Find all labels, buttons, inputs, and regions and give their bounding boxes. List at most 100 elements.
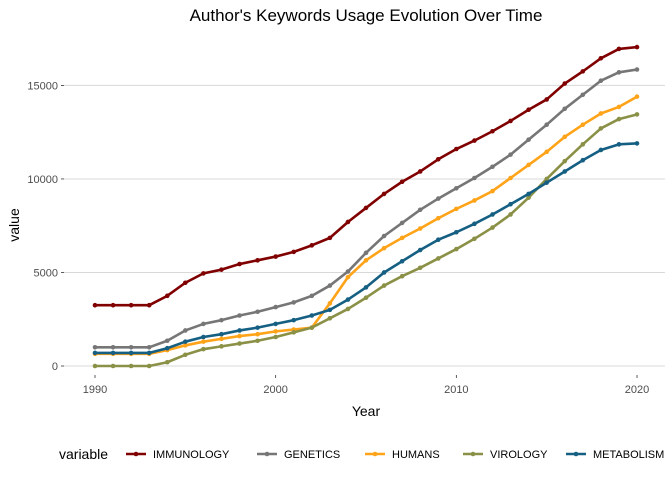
- data-point: [580, 92, 586, 98]
- data-point: [634, 141, 640, 146]
- legend-item-virology: VIROLOGY: [463, 449, 548, 461]
- series-line: [93, 95, 639, 356]
- data-point: [219, 344, 224, 349]
- data-point: [255, 338, 260, 344]
- data-point: [399, 179, 405, 185]
- x-tick-label: 1990: [83, 384, 107, 396]
- data-point: [110, 302, 116, 308]
- data-point: [327, 301, 333, 306]
- data-point: [183, 343, 188, 348]
- data-point: [183, 328, 188, 333]
- data-point: [128, 363, 134, 369]
- data-point: [219, 267, 224, 272]
- data-point: [435, 196, 441, 201]
- x-axis-ticks: 1990 2000 2010 2020: [83, 375, 649, 396]
- data-point: [616, 104, 622, 110]
- data-point: [345, 297, 351, 302]
- data-point: [164, 338, 170, 344]
- data-point: [219, 331, 224, 337]
- data-point: [508, 118, 513, 124]
- data-point: [454, 229, 459, 235]
- data-point: [219, 336, 224, 342]
- data-point: [508, 152, 513, 157]
- data-point: [381, 245, 387, 251]
- y-tick-label: 15000: [27, 80, 58, 92]
- data-point: [417, 247, 423, 253]
- data-point: [201, 339, 206, 344]
- data-point: [327, 307, 333, 313]
- series-virology: [92, 112, 640, 369]
- data-point: [146, 344, 152, 350]
- data-point: [273, 304, 278, 310]
- data-point: [580, 69, 586, 74]
- data-point: [526, 137, 531, 142]
- data-point: [526, 191, 531, 197]
- data-point: [562, 106, 568, 112]
- data-point: [327, 235, 333, 241]
- data-point: [490, 188, 495, 194]
- data-point: [92, 302, 98, 308]
- data-point: [255, 331, 260, 337]
- data-point: [526, 162, 531, 168]
- data-point: [544, 180, 549, 185]
- data-point: [237, 333, 242, 339]
- data-point: [616, 70, 622, 75]
- data-point: [237, 341, 242, 346]
- data-point: [490, 225, 495, 230]
- data-point: [128, 350, 134, 356]
- data-point: [291, 300, 297, 305]
- data-point: [472, 221, 477, 227]
- data-point: [580, 122, 586, 127]
- data-point: [327, 316, 333, 321]
- legend: variable IMMUNOLOGY GENETICS HUMANS VIROLOG…: [59, 446, 664, 462]
- data-point: [508, 175, 513, 181]
- data-point: [309, 325, 315, 330]
- data-point: [616, 116, 622, 122]
- data-point: [580, 157, 586, 163]
- legend-label: METABOLISM: [593, 449, 664, 461]
- x-tick-label: 2000: [263, 384, 287, 396]
- data-point: [399, 273, 405, 279]
- data-point: [110, 344, 116, 350]
- data-point: [634, 67, 640, 72]
- series-immunology: [92, 44, 640, 308]
- data-point: [219, 317, 224, 323]
- data-point: [490, 164, 495, 170]
- data-point: [273, 321, 278, 327]
- legend-label: GENETICS: [284, 449, 340, 461]
- legend-item-metabolism: METABOLISM: [566, 449, 664, 461]
- legend-label: VIROLOGY: [490, 449, 548, 461]
- data-point: [544, 176, 549, 182]
- series-humans: [92, 94, 640, 357]
- data-point: [128, 302, 134, 308]
- data-point: [490, 128, 495, 134]
- data-point: [110, 350, 116, 356]
- data-point: [237, 328, 242, 333]
- data-point: [237, 261, 242, 267]
- data-point: [363, 258, 369, 263]
- x-tick-label: 2010: [444, 384, 468, 396]
- series-line: [93, 113, 639, 368]
- data-point: [454, 146, 459, 152]
- legend-key-point: [372, 451, 378, 457]
- data-point: [345, 269, 351, 274]
- data-point: [273, 329, 278, 334]
- data-point: [435, 215, 441, 221]
- data-point: [580, 142, 586, 147]
- series-line: [93, 142, 639, 355]
- y-tick-label: 10000: [27, 174, 58, 186]
- data-point: [490, 212, 495, 217]
- data-point: [92, 363, 98, 369]
- data-point: [508, 212, 513, 217]
- data-point: [435, 157, 441, 162]
- data-point: [472, 175, 477, 181]
- data-point: [146, 350, 152, 356]
- data-point: [273, 334, 278, 340]
- data-point: [598, 147, 604, 153]
- series-lines: [92, 44, 640, 369]
- data-point: [183, 339, 188, 344]
- data-point: [291, 317, 297, 323]
- data-point: [435, 256, 441, 261]
- data-point: [92, 344, 98, 350]
- series-genetics: [92, 67, 640, 350]
